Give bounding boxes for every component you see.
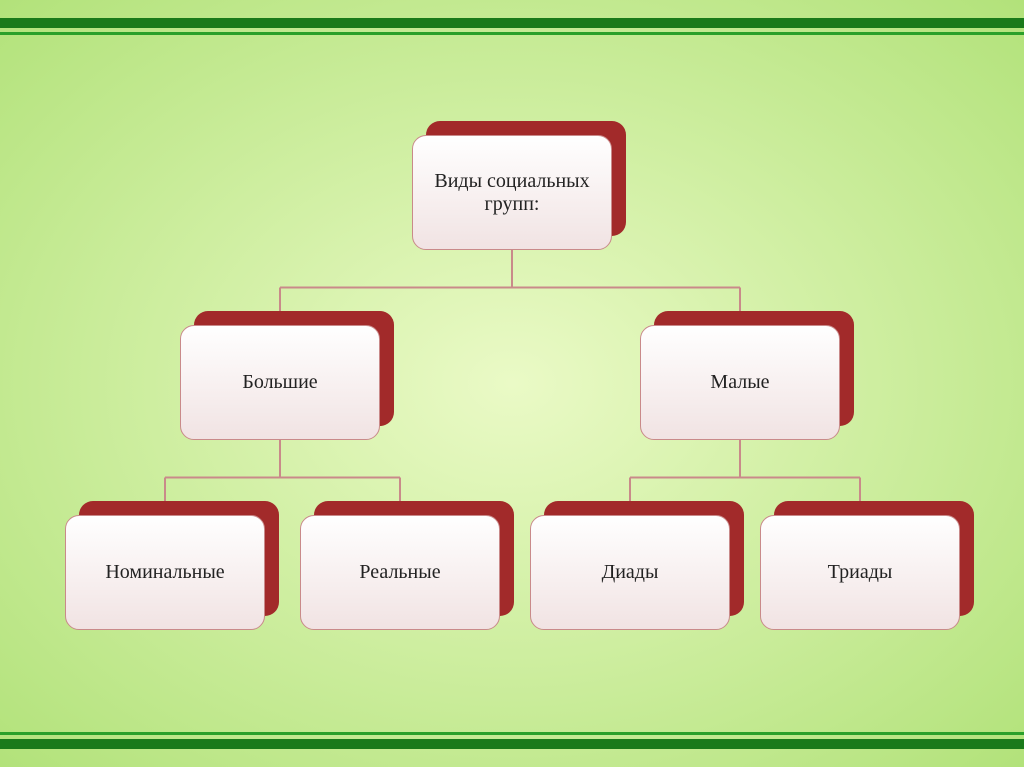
node-label: Триады xyxy=(828,561,893,584)
node-label: Виды социальных групп: xyxy=(423,170,601,216)
tree-node-big: Большие xyxy=(180,325,380,440)
bottom-border-band xyxy=(0,739,1024,749)
node-box: Малые xyxy=(640,325,840,440)
tree-node-real: Реальные xyxy=(300,515,500,630)
node-label: Большие xyxy=(242,371,317,394)
node-label: Малые xyxy=(710,371,769,394)
top-border-band xyxy=(0,18,1024,28)
tree-node-nominal: Номинальные xyxy=(65,515,265,630)
node-box: Триады xyxy=(760,515,960,630)
top-border-line xyxy=(0,32,1024,35)
slide-canvas: Виды социальных групп: Большие Номинальные… xyxy=(0,0,1024,767)
node-label: Реальные xyxy=(359,561,440,584)
tree-node-triads: Триады xyxy=(760,515,960,630)
node-box: Реальные xyxy=(300,515,500,630)
node-box: Номинальные xyxy=(65,515,265,630)
tree-node-dyads: Диады xyxy=(530,515,730,630)
node-label: Диады xyxy=(602,561,659,584)
tree-node-small: Малые xyxy=(640,325,840,440)
node-box: Диады xyxy=(530,515,730,630)
node-label: Номинальные xyxy=(105,561,224,584)
tree-connectors xyxy=(0,0,1024,767)
node-box: Виды социальных групп: xyxy=(412,135,612,250)
tree-node-root: Виды социальных групп: xyxy=(412,135,612,250)
node-box: Большие xyxy=(180,325,380,440)
bottom-border-line xyxy=(0,732,1024,735)
